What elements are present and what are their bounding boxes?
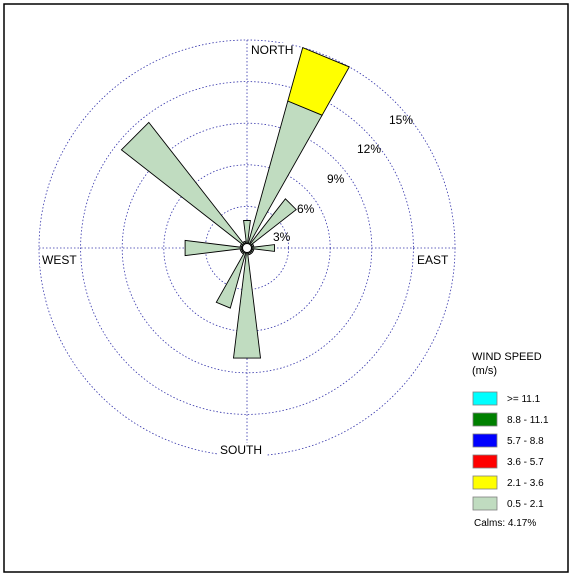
calms-label: Calms: 4.17% (474, 518, 536, 529)
west-label: WEST (42, 253, 77, 267)
east-label: EAST (417, 253, 449, 267)
legend-label-1: 8.8 - 11.1 (507, 415, 549, 426)
ring-label-12: 12% (357, 142, 381, 156)
legend-swatch-1 (472, 412, 498, 427)
petal-nw-0 (120, 121, 248, 249)
petal-nne-1 (287, 46, 350, 116)
legend-unit: (m/s) (472, 365, 497, 377)
petal-ne-0 (246, 198, 297, 249)
legend-label-2: 5.7 - 8.8 (507, 436, 544, 447)
grid-ring-12 (80, 81, 414, 415)
legend-swatch-3 (472, 454, 498, 469)
north-label: NORTH (251, 43, 293, 57)
petal-ssw-0 (215, 247, 248, 309)
petal-n-0 (243, 220, 251, 249)
petal-w-0 (184, 239, 248, 257)
wind-petals (120, 46, 350, 359)
petal-e-0 (246, 244, 275, 252)
legend-title: WIND SPEED (472, 351, 542, 363)
legend-swatch-5 (472, 496, 498, 511)
legend-swatch-2 (472, 433, 498, 448)
legend-label-4: 2.1 - 3.6 (507, 478, 544, 489)
legend-label-3: 3.6 - 5.7 (507, 457, 544, 468)
east-label-bg (415, 253, 453, 267)
legend-swatch-4 (472, 475, 498, 490)
ring-label-9: 9% (327, 172, 345, 186)
calm-circle (242, 243, 252, 253)
ring-label-3: 3% (273, 230, 291, 244)
ring-label-6: 6% (297, 202, 315, 216)
west-label-bg (40, 253, 78, 267)
petal-s-0 (232, 247, 262, 359)
legend-label-0: >= 11.1 (507, 394, 541, 405)
south-label: SOUTH (220, 443, 262, 457)
north-label-bg (250, 43, 292, 57)
ring-label-15: 15% (389, 113, 413, 127)
legend-label-5: 0.5 - 2.1 (507, 499, 544, 510)
legend: WIND SPEED (m/s) >= 11.1 8.8 - 11.1 5.7 - … (472, 351, 549, 529)
chart-labels: 3% 6% 9% 12% 15% NORTH SOUTH WEST EAST (40, 43, 453, 457)
legend-swatch-0 (472, 391, 498, 406)
south-label-bg (218, 443, 266, 457)
